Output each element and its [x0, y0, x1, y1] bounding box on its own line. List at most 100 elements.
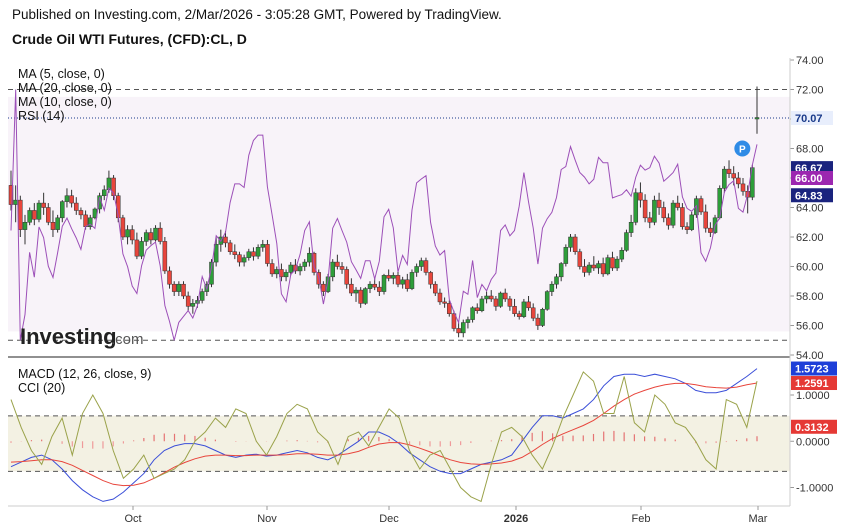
candle-body [349, 283, 354, 294]
candle-body [395, 275, 401, 285]
published-note: Published on Investing.com, 2/Mar/2026 -… [12, 7, 502, 22]
candle-body [148, 232, 154, 241]
candle-body [251, 251, 256, 257]
price-legend-item: MA (20, close, 0) [18, 81, 112, 95]
candle-body [83, 214, 88, 227]
candle-body [363, 288, 368, 304]
candle-body [470, 307, 475, 320]
candle-body [199, 291, 205, 301]
candle-body [102, 189, 107, 196]
candle-body [64, 195, 70, 202]
candle-body [521, 301, 527, 317]
investing-logo: Investing .com [20, 324, 144, 349]
candle-body [540, 309, 545, 326]
candle-body [544, 291, 550, 310]
price-flag-text: 66.00 [795, 173, 823, 185]
candle-body [731, 173, 736, 179]
indicator-tick-label: 1.0000 [796, 390, 830, 402]
indicator-tick-label: -1.0000 [796, 483, 833, 495]
candle-body [8, 185, 14, 205]
candle-body [437, 292, 443, 303]
rsi-zone-bg [8, 96, 790, 332]
indicator-flag [791, 376, 837, 391]
rsi-line [10, 89, 758, 341]
candle-body [297, 266, 303, 272]
candle-body [502, 292, 508, 300]
candle-body [563, 247, 569, 264]
candle-body [684, 226, 690, 230]
x-tick-label: Oct [124, 513, 141, 525]
candle-body [488, 295, 494, 300]
indicator-tick-label: 0.0000 [796, 436, 830, 448]
candle-body [596, 263, 601, 269]
candle-body [703, 211, 708, 229]
candle-body [255, 247, 261, 257]
candle-body [642, 199, 648, 219]
candle-body [680, 207, 685, 227]
price-flag-text: 64.83 [795, 190, 823, 202]
candle-body [568, 236, 573, 248]
marker-badge [734, 140, 751, 157]
candle-body [512, 306, 517, 314]
candle-body [386, 275, 391, 279]
candle-body [391, 275, 396, 279]
candle-body [456, 328, 461, 334]
candle-body [339, 266, 345, 270]
candle-body [307, 252, 312, 263]
candle-body [237, 254, 242, 263]
candle-body [50, 222, 56, 230]
candle-body [698, 198, 704, 213]
candle-body [554, 276, 559, 285]
candle-body [209, 261, 214, 285]
candle-body [461, 322, 466, 334]
price-tick-label: 68.00 [796, 144, 824, 156]
candle-body [740, 183, 746, 192]
indicator-pane: -1.0000 0.0000 1.0000 1.5723 1.2591 0.3132 [8, 361, 837, 503]
candle-body [162, 241, 168, 272]
candle-body [288, 264, 293, 273]
x-tick-label: Dec [379, 513, 399, 525]
candle-body [400, 279, 405, 285]
price-legend-item: MA (5, close, 0) [18, 67, 105, 81]
candle-body [526, 301, 531, 309]
candle-body [558, 263, 564, 278]
candle-body [447, 303, 452, 314]
candle-body [708, 227, 713, 233]
candle-body [586, 264, 592, 273]
candle-body [190, 303, 196, 307]
candle-body [27, 210, 32, 223]
candle-body [624, 232, 629, 251]
price-tick-label: 64.00 [796, 203, 824, 215]
candle-body [60, 201, 65, 219]
indicator-flag [791, 419, 837, 434]
candle-body [321, 283, 326, 292]
candle-body [260, 244, 266, 248]
candle-body [157, 227, 163, 242]
candle-body [493, 298, 499, 307]
candle-body [736, 177, 741, 185]
candle-body [283, 272, 289, 278]
candle-body [628, 222, 634, 233]
candle-body [614, 258, 620, 269]
price-tick-label: 56.00 [796, 321, 824, 333]
candle-body [689, 214, 694, 230]
x-tick-label: Mar [749, 513, 768, 525]
candle-body [484, 295, 489, 300]
candle-body [265, 244, 270, 264]
marker-badge-text: P [739, 145, 746, 156]
candle-body [475, 307, 480, 311]
candle-body [726, 168, 732, 174]
price-legend: MA (5, close, 0)MA (20, close, 0)MA (10,… [18, 67, 112, 123]
price-tick-label: 58.00 [796, 291, 824, 303]
candle-body [22, 222, 28, 230]
candle-body [139, 241, 144, 257]
candle-body [129, 229, 135, 241]
candle-body [74, 202, 79, 211]
indicator-flag-text: 0.3132 [795, 422, 829, 434]
candle-body [619, 250, 625, 260]
candle-body [530, 307, 536, 319]
candle-body [344, 269, 349, 285]
candle-body [372, 283, 377, 288]
candle-body [246, 251, 252, 258]
candle-body [353, 289, 359, 294]
